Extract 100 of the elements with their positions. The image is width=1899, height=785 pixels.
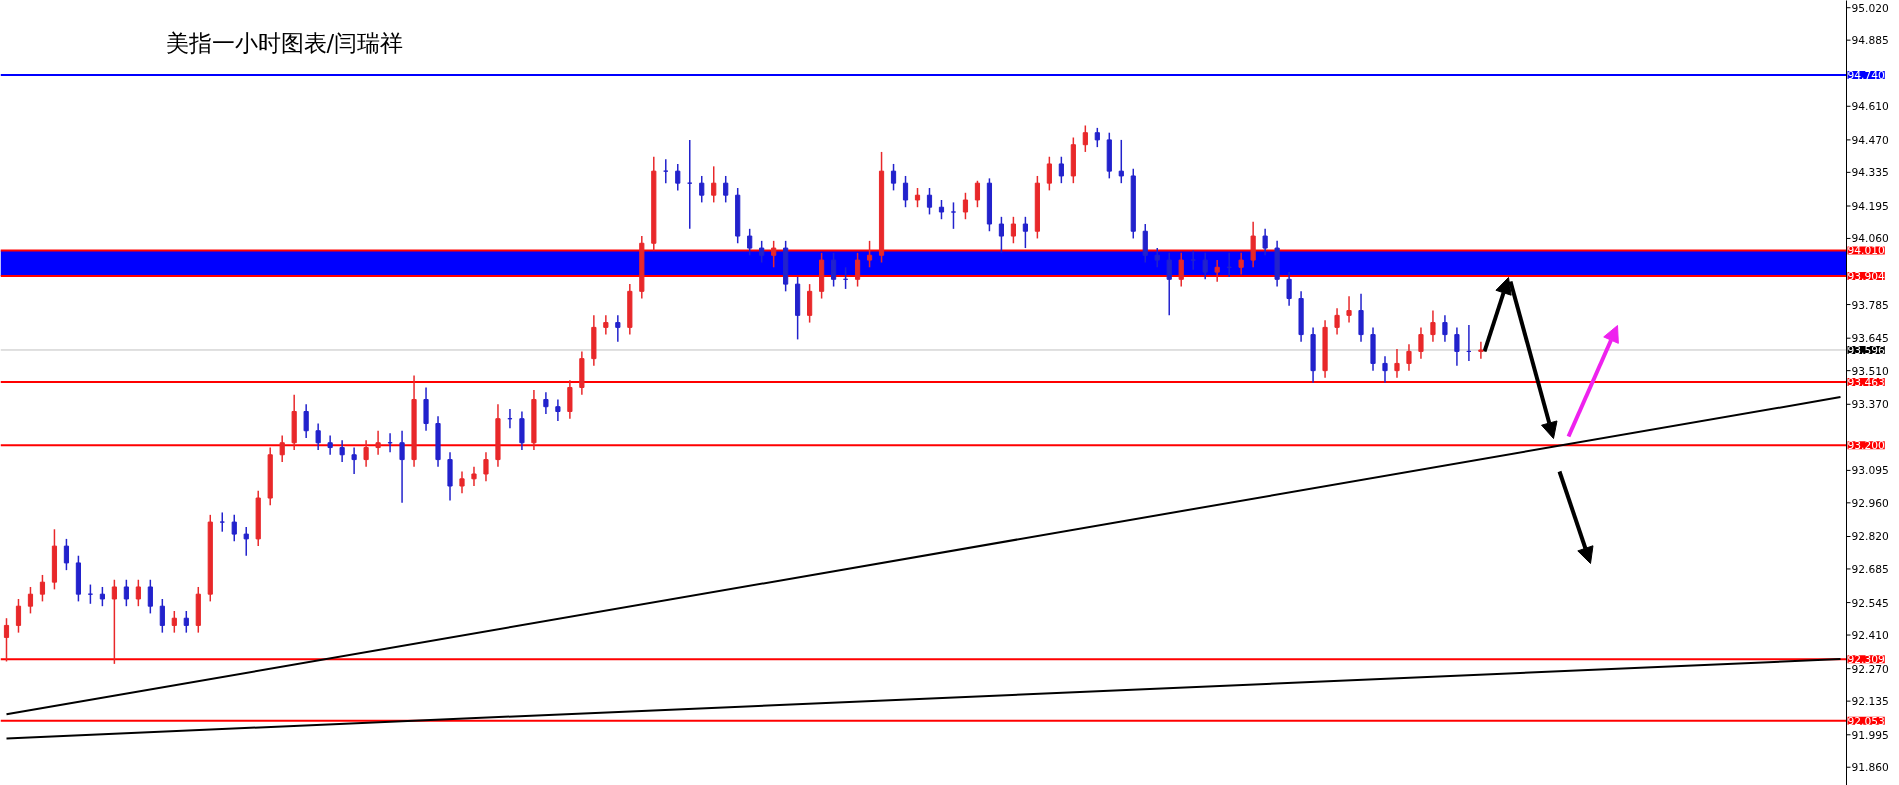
y-tick-label: 95.020 [1851, 1, 1890, 15]
candlestick [747, 228, 753, 257]
candlestick [3, 617, 10, 663]
candlestick [555, 398, 561, 422]
y-tick-label: 93.095 [1851, 464, 1889, 478]
candlestick [63, 538, 70, 571]
candlestick [111, 579, 117, 665]
y-tick-label: 93.370 [1851, 398, 1890, 412]
y-tick-label: 91.995 [1851, 728, 1889, 742]
candlestick [1442, 314, 1448, 343]
y-tick-label: 94.335 [1851, 166, 1889, 180]
candlestick [471, 466, 477, 487]
candlestick [123, 579, 129, 607]
candlestick [1202, 252, 1208, 281]
candlestick [1094, 127, 1100, 148]
candlestick [315, 422, 321, 451]
candlestick [603, 314, 609, 336]
candlestick [962, 192, 969, 220]
candlestick [1214, 259, 1220, 283]
y-tick-label: 94.060 [1851, 232, 1890, 246]
y-tick-label: 94.195 [1851, 200, 1889, 213]
y-tick-label: 92.545 [1851, 596, 1889, 610]
ref-line-label: 93.596 [1847, 343, 1886, 357]
candlestick [1178, 252, 1184, 288]
candlestick [1118, 139, 1124, 184]
candlestick [1022, 216, 1028, 249]
candlestick [399, 429, 405, 504]
y-tick-label: 91.860 [1851, 761, 1890, 775]
candlestick [1262, 228, 1268, 257]
candlestick [483, 451, 489, 482]
text: 美指一小时图表/闫瑞祥 [165, 29, 404, 56]
candlestick [1058, 155, 1064, 184]
y-tick-label: 94.610 [1851, 100, 1890, 114]
candlestick [351, 446, 357, 475]
candlestick [1238, 252, 1244, 276]
ref-line-label: 93.904 [1847, 269, 1886, 283]
candlestick [159, 598, 165, 634]
candlestick [339, 439, 345, 463]
candlestick [950, 201, 957, 230]
candlestick [243, 526, 249, 557]
candlestick [675, 163, 681, 192]
candlestick [39, 574, 46, 603]
candlestick [183, 610, 189, 634]
candlestick [615, 314, 621, 343]
candlestick [1082, 124, 1088, 153]
candlestick [147, 579, 153, 615]
candlestick [363, 439, 369, 468]
y-tick-label: 92.820 [1851, 530, 1890, 544]
candlestick [1286, 271, 1292, 307]
candlestick [890, 163, 897, 192]
candlestick [543, 391, 549, 415]
candlestick [854, 252, 861, 288]
candlestick [27, 586, 34, 615]
candlestick [1406, 343, 1412, 372]
ref-line-label: 94.010 [1847, 244, 1886, 258]
candlestick [1418, 326, 1424, 360]
ref-line-label: 93.463 [1847, 375, 1885, 389]
candlestick [375, 429, 381, 456]
y-tick-label: 93.785 [1851, 298, 1889, 312]
candlestick [279, 434, 285, 463]
candlestick [459, 470, 465, 494]
candlestick [1346, 295, 1352, 324]
candlestick [1478, 341, 1484, 360]
ref-line-label: 93.200 [1847, 439, 1886, 453]
y-tick-label: 92.135 [1851, 695, 1889, 709]
y-tick-label: 92.685 [1851, 562, 1889, 576]
y-tick-label: 93.645 [1851, 332, 1889, 346]
candlestick [231, 514, 237, 543]
candlestick [1430, 309, 1436, 343]
candlestick [1166, 252, 1172, 317]
candlestick [974, 180, 981, 208]
candlestick [998, 216, 1005, 254]
candlestick [938, 199, 945, 220]
candlestick [1010, 216, 1016, 245]
candlestick [1046, 155, 1052, 192]
candlestick [866, 240, 873, 269]
candlestick [759, 240, 765, 264]
candlestick [831, 252, 837, 288]
candlestick [303, 403, 309, 439]
y-tick-label: 92.960 [1851, 496, 1890, 510]
candlestick [1394, 348, 1400, 379]
candlestick [711, 165, 717, 204]
y-tick-label: 93.510 [1851, 364, 1890, 378]
candlestick [902, 175, 909, 208]
candlestick [219, 511, 225, 533]
candlestick [1154, 247, 1160, 269]
candlestick [1382, 355, 1388, 384]
candlestick [99, 586, 105, 607]
candlestick [135, 579, 141, 607]
candlestick [1190, 249, 1196, 271]
candlestick [171, 610, 177, 634]
candlestick [15, 598, 22, 634]
y-tick-label: 92.410 [1851, 629, 1890, 643]
candlestick [771, 240, 777, 269]
candlestick [699, 175, 705, 204]
candlestick [327, 434, 333, 456]
candlestick [1454, 326, 1460, 367]
ref-line-label: 94.740 [1847, 69, 1886, 83]
candlestick [926, 187, 933, 216]
ref-line-label: 92.053 [1847, 714, 1885, 728]
